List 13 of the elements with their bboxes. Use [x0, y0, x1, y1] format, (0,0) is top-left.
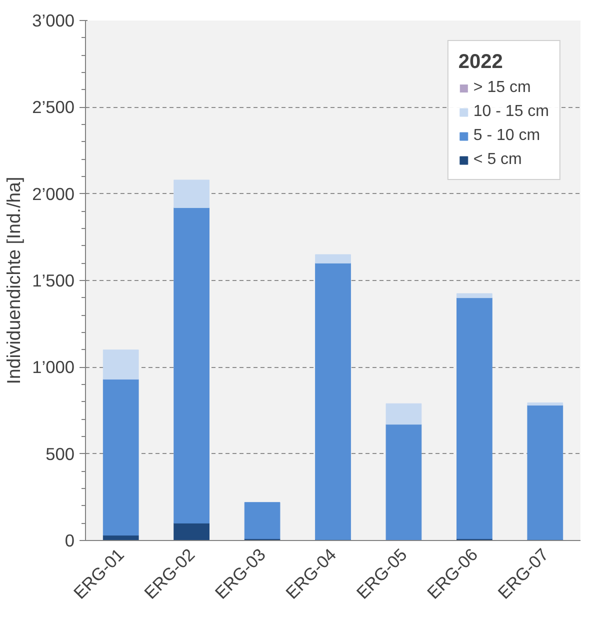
y-tick-label: 500	[46, 444, 75, 464]
legend-label: 10 - 15 cm	[473, 103, 549, 121]
y-tick-label: 1’500	[32, 270, 75, 290]
y-tick-label: 2’000	[32, 184, 75, 204]
legend-label: < 5 cm	[473, 151, 522, 169]
legend-label: 5 - 10 cm	[473, 127, 540, 145]
legend-label: > 15 cm	[473, 79, 531, 97]
y-tick-label: 0	[64, 530, 75, 550]
y-tick-label: 2’500	[32, 97, 75, 118]
y-tick-label: 3’000	[32, 10, 75, 30]
y-axis-title: Individuendichte [Ind./ha]	[3, 176, 24, 384]
y-tick-label: 1’000	[32, 357, 75, 378]
legend-title: 2022	[458, 51, 504, 74]
